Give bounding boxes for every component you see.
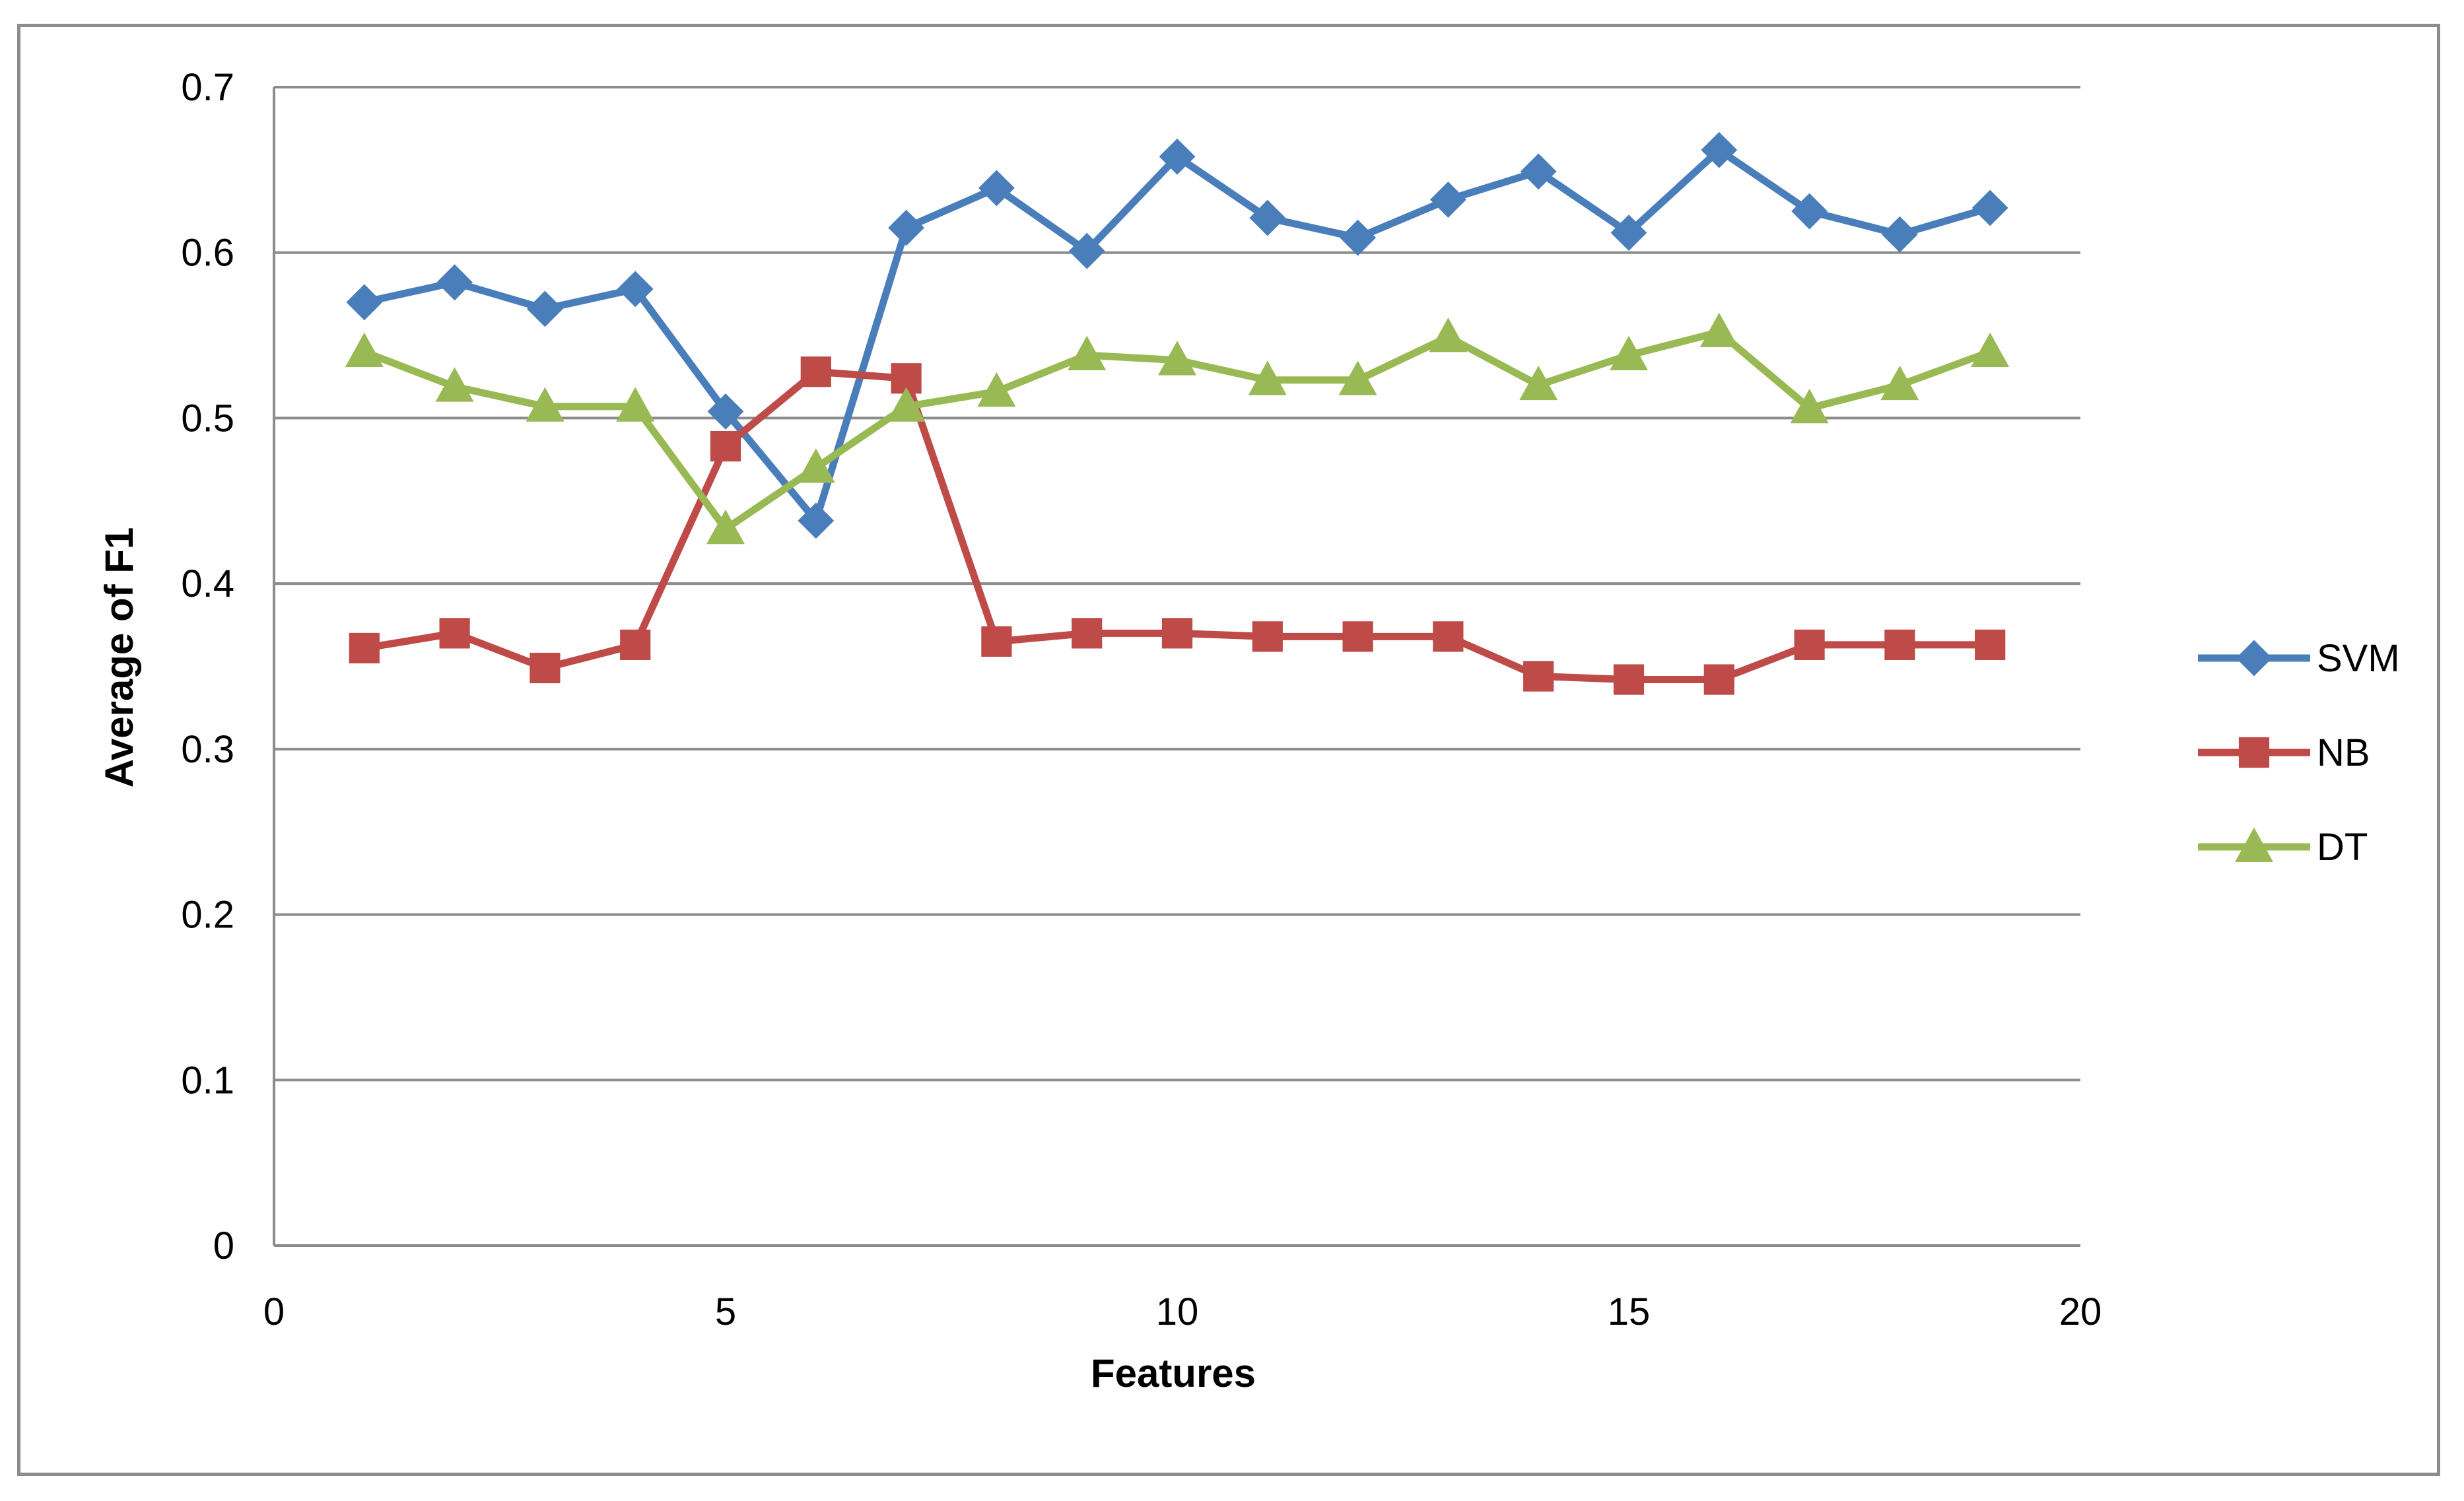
y-tick-label: 0.4	[181, 562, 234, 605]
y-tick-label: 0.3	[181, 728, 234, 771]
y-tick-labels: 0 0.1 0.2 0.3 0.4 0.5 0.6 0.7	[181, 66, 234, 1267]
y-tick-label: 0.7	[181, 66, 234, 109]
series-group	[345, 131, 2010, 695]
square-marker	[1161, 618, 1193, 649]
line-chart: 0 0.1 0.2 0.3 0.4 0.5 0.6 0.7 0 5 10 15 20 Features…	[97, 66, 2400, 1395]
diamond-marker	[1610, 215, 1647, 251]
legend-label: NB	[2317, 731, 2370, 774]
triangle-marker	[1429, 317, 1468, 352]
legend-label: SVM	[2317, 637, 2400, 680]
triangle-marker	[2235, 827, 2273, 862]
diamond-marker	[1340, 219, 1377, 256]
y-tick-label: 0	[213, 1224, 234, 1267]
diamond-marker	[436, 264, 473, 301]
triangle-marker	[1699, 312, 1738, 347]
x-axis-title: Features	[1091, 1351, 1256, 1395]
gridlines	[274, 86, 2080, 1082]
square-marker	[349, 632, 380, 664]
x-tick-label: 15	[1608, 1290, 1651, 1333]
triangle-marker	[1880, 365, 1919, 401]
triangle-marker	[1338, 360, 1377, 395]
square-marker	[1975, 629, 2006, 661]
diamond-marker	[1971, 189, 2008, 226]
x-tick-label: 10	[1156, 1290, 1199, 1333]
legend-item: DT	[2198, 826, 2368, 869]
diamond-marker	[798, 502, 835, 539]
triangle-marker	[887, 387, 926, 422]
diamond-marker	[2236, 640, 2273, 677]
square-marker	[530, 652, 561, 684]
diamond-marker	[1791, 193, 1828, 230]
triangle-marker	[616, 387, 655, 422]
diamond-marker	[1429, 182, 1466, 218]
square-marker	[1072, 618, 1103, 649]
legend: SVM NB DT	[2198, 637, 2400, 869]
y-tick-label: 0.6	[181, 232, 234, 275]
square-marker	[1433, 621, 1464, 652]
series-svm	[346, 131, 2008, 539]
axes	[273, 87, 2080, 1247]
diamond-marker	[978, 170, 1015, 207]
square-marker	[1703, 664, 1734, 695]
square-marker	[1523, 661, 1554, 692]
x-tick-label: 0	[263, 1290, 285, 1333]
square-marker	[710, 430, 741, 462]
y-axis-title: Average of F1	[97, 527, 141, 788]
legend-item: SVM	[2198, 637, 2400, 680]
triangle-marker	[345, 332, 384, 367]
square-marker	[439, 618, 470, 649]
triangle-marker	[1158, 341, 1196, 376]
diamond-marker	[707, 393, 744, 430]
diamond-marker	[1159, 138, 1196, 175]
diamond-marker	[888, 209, 925, 246]
y-tick-label: 0.2	[181, 894, 234, 937]
triangle-marker	[1971, 332, 2010, 367]
series-nb	[349, 356, 2006, 695]
triangle-marker	[796, 448, 835, 483]
triangle-marker	[706, 510, 745, 545]
x-tick-labels: 0 5 10 15 20	[263, 1290, 2102, 1333]
square-marker	[981, 626, 1012, 657]
triangle-marker	[435, 367, 474, 402]
square-marker	[800, 356, 831, 387]
series-dt	[345, 312, 2010, 545]
legend-label: DT	[2317, 826, 2368, 869]
triangle-marker	[1610, 335, 1648, 370]
triangle-marker	[977, 372, 1016, 407]
square-marker	[620, 629, 651, 661]
triangle-marker	[1519, 365, 1558, 401]
diamond-marker	[617, 271, 654, 308]
diamond-marker	[1520, 153, 1557, 190]
chart-frame: 0 0.1 0.2 0.3 0.4 0.5 0.6 0.7 0 5 10 15 20 Features…	[17, 24, 2440, 1476]
series-line	[360, 146, 1994, 525]
triangle-marker	[1790, 389, 1829, 424]
square-marker	[2238, 737, 2270, 768]
triangle-marker	[526, 387, 565, 422]
diamond-marker	[1881, 216, 1918, 253]
triangle-marker	[1248, 360, 1287, 395]
diamond-marker	[1701, 131, 1738, 168]
square-marker	[1613, 664, 1645, 695]
legend-item: NB	[2198, 731, 2370, 774]
y-tick-label: 0.5	[181, 397, 234, 440]
x-tick-label: 5	[715, 1290, 736, 1333]
diamond-marker	[1249, 199, 1286, 236]
y-tick-label: 0.1	[181, 1059, 234, 1102]
square-marker	[1794, 629, 1825, 661]
diamond-marker	[526, 290, 563, 327]
square-marker	[1884, 629, 1915, 661]
diamond-marker	[1068, 232, 1105, 269]
square-marker	[1252, 621, 1283, 652]
square-marker	[1342, 621, 1373, 652]
x-tick-label: 20	[2059, 1290, 2102, 1333]
diamond-marker	[346, 284, 383, 321]
triangle-marker	[1068, 335, 1107, 370]
